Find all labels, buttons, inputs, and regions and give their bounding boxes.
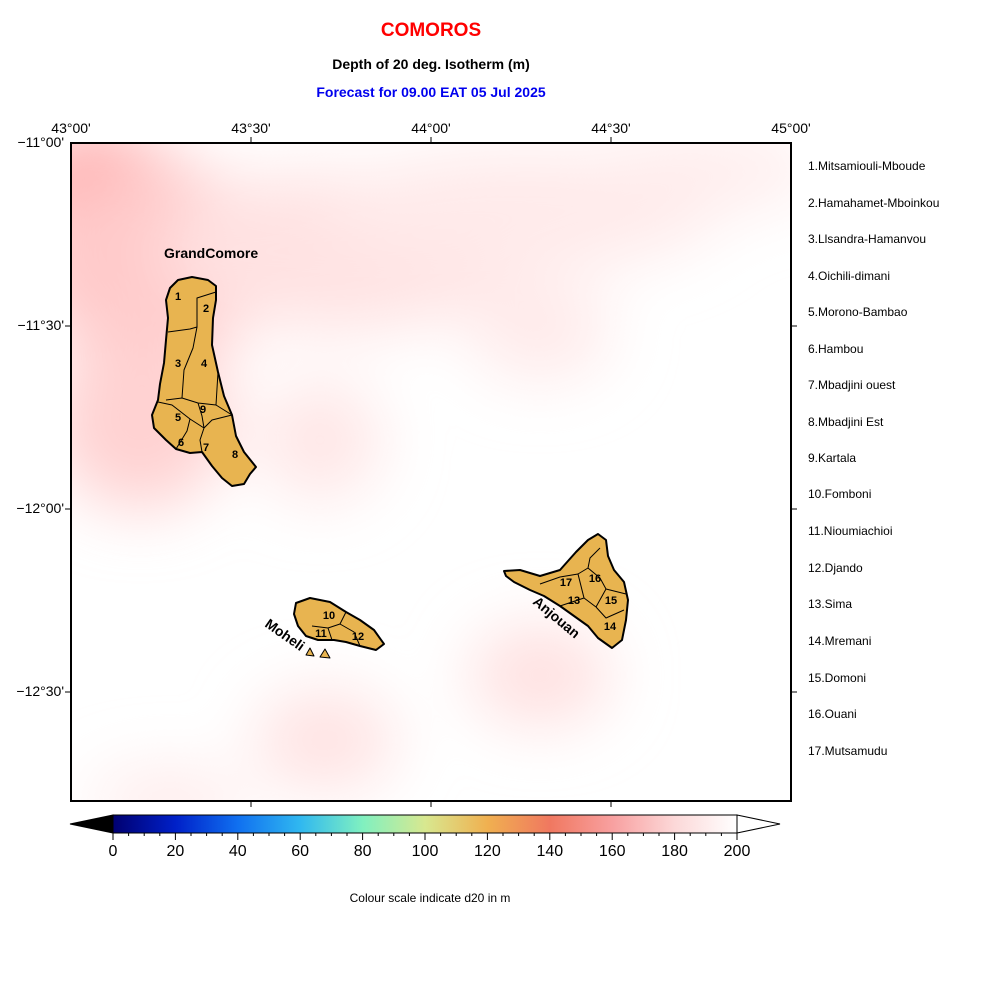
legend-item: 7.Mbadjini ouest [808, 378, 896, 392]
region-number-10: 10 [323, 610, 335, 622]
forecast-time: Forecast for 09.00 EAT 05 Jul 2025 [316, 84, 546, 100]
colorbar-tick-180: 180 [661, 843, 688, 860]
lat-label-12-30: −12°30' [16, 683, 64, 699]
map-title: COMOROS [380, 20, 482, 41]
colorbar-tick-120: 120 [474, 843, 501, 860]
colorbar-tick-80: 80 [353, 843, 372, 860]
region-number-15: 15 [605, 595, 617, 607]
legend-item: 6.Hambou [808, 342, 864, 356]
colorbar-tick-20: 20 [166, 843, 185, 860]
grand-comore-outline [151, 276, 257, 487]
lat-label-11-30: −11°30' [17, 317, 64, 333]
d20-field [71, 143, 791, 801]
colorbar-tick-0: 0 [108, 843, 118, 860]
island-label-grand-comore: GrandComore [164, 245, 258, 261]
legend-item: 8.Mbadjini Est [808, 415, 884, 429]
lon-label-44-00: 44°00' [411, 120, 451, 136]
region-number-6: 6 [178, 437, 184, 449]
legend-item: 5.Morono-Bambao [808, 305, 908, 319]
map-subtitle: Depth of 20 deg. Isotherm (m) [332, 56, 530, 72]
lon-label-43-00: 43°00' [51, 120, 91, 136]
moheli-island [293, 597, 385, 659]
region-number-16: 16 [589, 573, 601, 585]
colorbar-gradient [112, 814, 738, 834]
colorbar-tick-160: 160 [598, 843, 626, 860]
legend-item: 1.Mitsamiouli-Mboude [808, 159, 926, 173]
region-number-11: 11 [315, 628, 327, 640]
region-number-7: 7 [203, 442, 209, 454]
legend-item: 4.Oichili-dimani [808, 269, 891, 283]
colorbar [69, 814, 781, 840]
colorbar-caption: Colour scale indicate d20 in m [349, 891, 511, 905]
region-number-3: 3 [175, 358, 181, 370]
lat-label-12-00: −12°00' [16, 500, 64, 516]
legend-item: 17.Mutsamudu [808, 744, 888, 758]
legend-item: 12.Djando [808, 561, 863, 575]
legend-item: 9.Kartala [808, 451, 857, 465]
colorbar-tick-100: 100 [411, 843, 439, 860]
region-number-9: 9 [200, 404, 206, 416]
region-number-14: 14 [604, 621, 617, 633]
legend-item: 3.Llsandra-Hamanvou [808, 232, 927, 246]
colorbar-tick-60: 60 [291, 843, 310, 860]
moheli-islet-2 [319, 648, 331, 659]
lon-label-43-30: 43°30' [231, 120, 271, 136]
colorbar-low-arrow [69, 814, 114, 834]
map-frame [65, 137, 797, 807]
region-number-12: 12 [352, 631, 364, 643]
colorbar-tick-40: 40 [228, 843, 247, 860]
legend-item: 11.Nioumiachioi [808, 524, 893, 538]
moheli-islet-1 [305, 647, 315, 657]
lon-label-45-00: 45°00' [771, 120, 811, 136]
colorbar-tick-200: 200 [723, 843, 751, 860]
legend-item: 14.Mremani [808, 634, 872, 648]
lat-label-11-00: −11°00' [17, 134, 64, 150]
legend-item: 13.Sima [808, 597, 853, 611]
legend-item: 2.Hamahamet-Mboinkou [808, 196, 940, 210]
region-number-13: 13 [568, 595, 580, 607]
region-number-5: 5 [175, 412, 181, 424]
lon-label-44-30: 44°30' [591, 120, 631, 136]
legend-item: 10.Fomboni [808, 487, 872, 501]
anjouan-outline [503, 533, 629, 649]
region-number-2: 2 [203, 303, 209, 315]
legend-item: 16.Ouani [808, 707, 857, 721]
colorbar-high-arrow [736, 814, 781, 834]
region-number-4: 4 [201, 358, 208, 370]
region-number-1: 1 [175, 291, 181, 303]
legend-item: 15.Domoni [808, 671, 867, 685]
region-number-8: 8 [232, 449, 238, 461]
colorbar-tick-140: 140 [536, 843, 564, 860]
anjouan-island [503, 533, 629, 649]
region-number-17: 17 [560, 577, 572, 589]
grand-comore-island [151, 276, 257, 487]
